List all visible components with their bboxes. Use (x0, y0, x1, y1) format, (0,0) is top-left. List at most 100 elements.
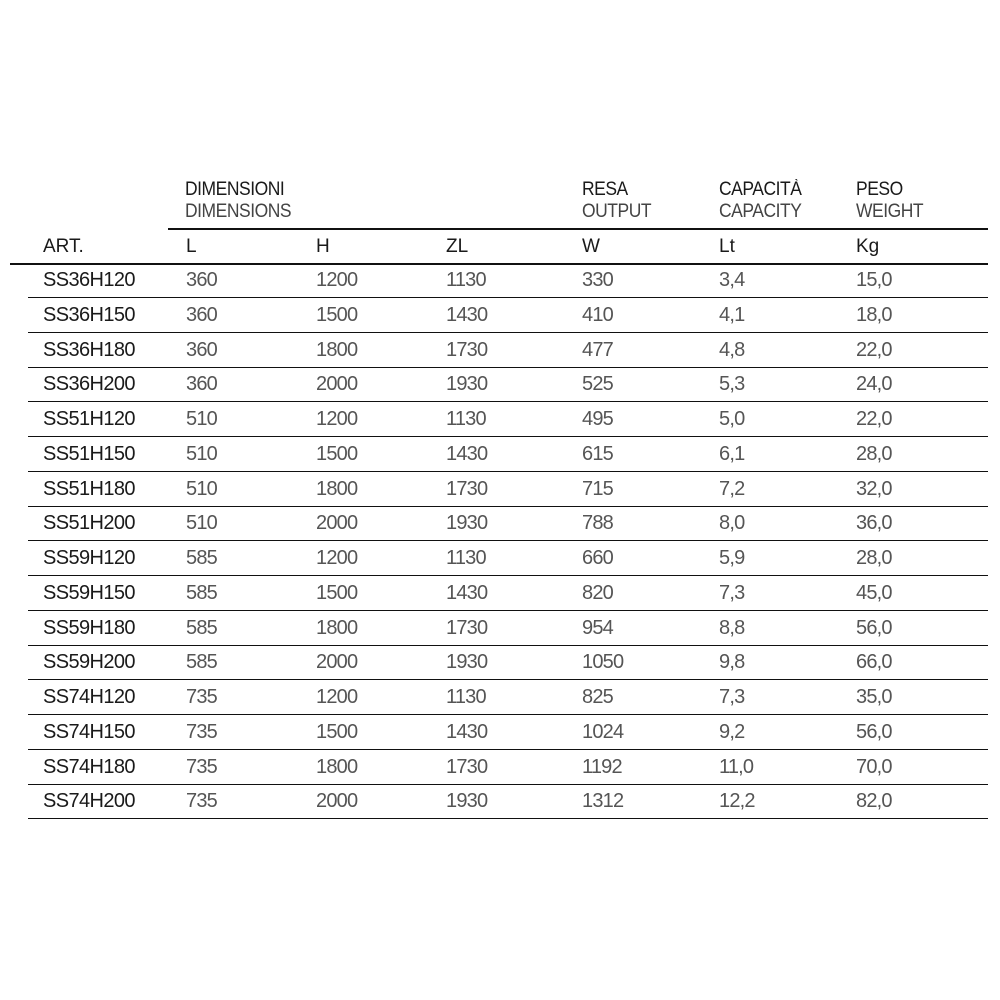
cell-kg: 28,0 (856, 442, 893, 465)
cell-zl: 1430 (446, 581, 488, 604)
cell-art: SS51H150 (43, 442, 136, 465)
header-capacity-it: CAPACITÀ (719, 179, 802, 200)
cell-lt: 8,0 (719, 512, 745, 535)
cell-kg: 32,0 (856, 477, 893, 500)
cell-zl: 1130 (446, 686, 487, 708)
row-divider (28, 436, 988, 438)
cell-zl: 1730 (446, 616, 488, 639)
table-row: SS36H180 360 1800 1730 477 4,8 22,0 (0, 333, 1000, 368)
cell-kg: 36,0 (856, 512, 893, 535)
cell-kg: 66,0 (856, 651, 893, 674)
cell-zl: 1130 (446, 269, 487, 291)
table-row: SS51H200 510 2000 1930 788 8,0 36,0 (0, 506, 1000, 542)
cell-h: 1200 (316, 408, 358, 430)
column-l: L (186, 236, 197, 257)
table-row: SS74H120 735 1200 1130 825 7,3 35,0 (0, 680, 1000, 716)
row-divider (28, 818, 988, 820)
row-divider (28, 366, 988, 368)
row-divider (28, 748, 988, 750)
table-row: SS51H150 510 1500 1430 615 6,1 28,0 (0, 437, 1000, 472)
cell-art: SS74H150 (43, 720, 136, 743)
cell-l: 360 (186, 269, 218, 291)
cell-kg: 28,0 (856, 547, 893, 569)
row-divider (28, 297, 988, 299)
cell-w: 525 (582, 373, 614, 396)
cell-l: 510 (186, 442, 218, 465)
cell-lt: 5,3 (719, 373, 745, 396)
cell-zl: 1430 (446, 303, 488, 326)
header-dimensions-it: DIMENSIONI (185, 179, 285, 200)
table-row: SS36H150 360 1500 1430 410 4,1 18,0 (0, 298, 1000, 333)
cell-art: SS36H150 (43, 303, 136, 326)
table-row: SS36H120 360 1200 1130 330 3,4 15,0 (0, 263, 1000, 299)
row-divider (28, 609, 988, 611)
cell-kg: 15,0 (856, 269, 893, 291)
cell-lt: 6,1 (719, 442, 745, 465)
cell-w: 1312 (582, 790, 624, 813)
cell-art: SS51H200 (43, 512, 136, 535)
cell-w: 495 (582, 408, 614, 430)
cell-h: 2000 (316, 651, 358, 674)
cell-zl: 1130 (446, 547, 487, 569)
column-header-divider (10, 263, 988, 265)
cell-w: 410 (582, 303, 614, 326)
header-weight-en: WEIGHT (856, 201, 924, 222)
cell-zl: 1930 (446, 512, 488, 535)
cell-l: 735 (186, 755, 218, 778)
cell-w: 820 (582, 581, 614, 604)
cell-kg: 56,0 (856, 616, 893, 639)
cell-art: SS74H180 (43, 755, 136, 778)
table-row: SS59H200 585 2000 1930 1050 9,8 66,0 (0, 645, 1000, 681)
cell-lt: 11,0 (719, 755, 754, 778)
cell-zl: 1730 (446, 338, 488, 361)
cell-zl: 1730 (446, 755, 488, 778)
cell-h: 1500 (316, 581, 358, 604)
cell-w: 330 (582, 269, 614, 291)
column-lt: Lt (719, 236, 735, 257)
cell-h: 1800 (316, 477, 358, 500)
cell-lt: 7,3 (719, 686, 745, 708)
column-h: H (316, 236, 330, 257)
cell-w: 825 (582, 686, 614, 708)
cell-lt: 4,1 (719, 303, 745, 326)
cell-l: 360 (186, 338, 218, 361)
cell-lt: 8,8 (719, 616, 745, 639)
cell-w: 715 (582, 477, 614, 500)
cell-h: 1200 (316, 547, 358, 569)
cell-art: SS36H120 (43, 269, 136, 291)
cell-zl: 1430 (446, 442, 488, 465)
cell-l: 585 (186, 581, 218, 604)
cell-h: 1500 (316, 303, 358, 326)
cell-h: 1500 (316, 442, 358, 465)
table-row: SS74H150 735 1500 1430 1024 9,2 56,0 (0, 715, 1000, 750)
cell-zl: 1930 (446, 790, 488, 813)
cell-kg: 22,0 (856, 338, 893, 361)
cell-lt: 3,4 (719, 269, 745, 291)
column-art: ART. (43, 236, 84, 257)
row-divider (28, 679, 988, 681)
cell-h: 2000 (316, 790, 358, 813)
cell-art: SS59H200 (43, 651, 136, 674)
table-row: SS59H150 585 1500 1430 820 7,3 45,0 (0, 576, 1000, 611)
row-divider (28, 783, 988, 785)
cell-kg: 82,0 (856, 790, 893, 813)
cell-h: 2000 (316, 373, 358, 396)
table-row: SS51H180 510 1800 1730 715 7,2 32,0 (0, 472, 1000, 507)
header-output-it: RESA (582, 179, 628, 200)
cell-art: SS74H120 (43, 686, 136, 708)
cell-kg: 18,0 (856, 303, 893, 326)
cell-w: 660 (582, 547, 614, 569)
cell-art: SS51H180 (43, 477, 136, 500)
cell-w: 788 (582, 512, 614, 535)
cell-zl: 1730 (446, 477, 488, 500)
cell-zl: 1930 (446, 373, 488, 396)
cell-lt: 9,8 (719, 651, 745, 674)
column-w: W (582, 236, 600, 257)
cell-art: SS51H120 (43, 408, 136, 430)
header-capacity-en: CAPACITY (719, 201, 802, 222)
header-weight-it: PESO (856, 179, 903, 200)
cell-zl: 1430 (446, 720, 488, 743)
cell-kg: 24,0 (856, 373, 893, 396)
cell-w: 477 (582, 338, 614, 361)
cell-h: 1800 (316, 755, 358, 778)
